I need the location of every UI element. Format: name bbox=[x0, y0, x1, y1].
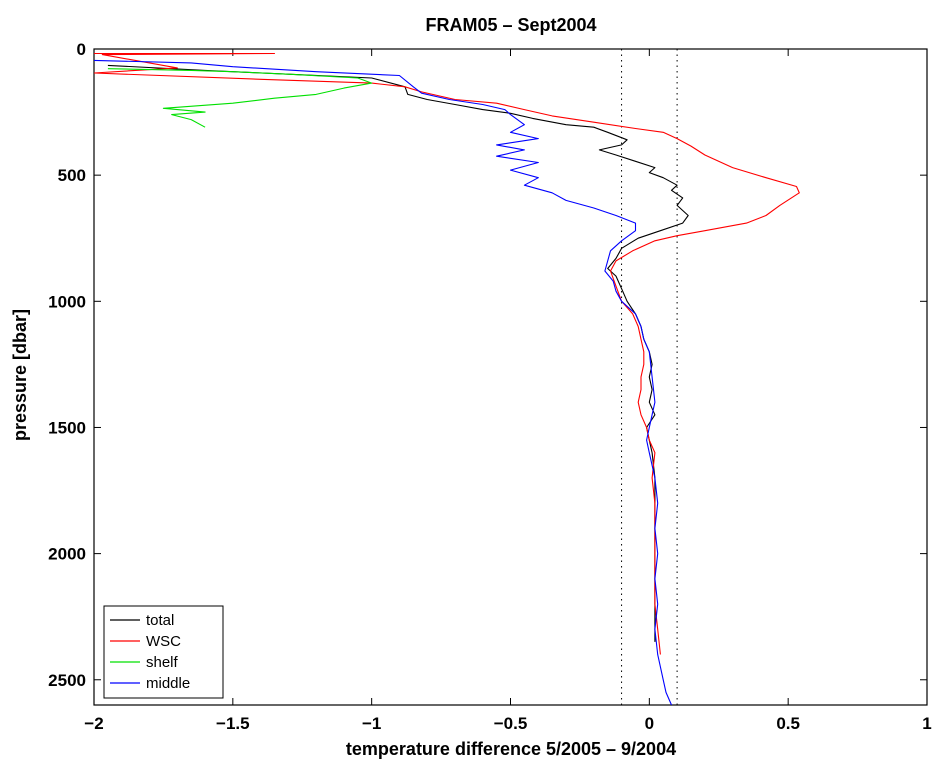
y-tick-label-0: 0 bbox=[77, 40, 86, 59]
x-tick-label-1: −1.5 bbox=[216, 714, 250, 733]
y-tick-label-2: 1000 bbox=[48, 292, 86, 311]
y-axis-title: pressure [dbar] bbox=[10, 309, 30, 441]
x-tick-label-0: −2 bbox=[84, 714, 103, 733]
series-line-total bbox=[107, 64, 689, 642]
x-tick-label-2: −1 bbox=[362, 714, 381, 733]
plot-area: −2 −1.5 −1 −0.5 0 0.5 1 0 500 1000 1500 2000 2500 bbox=[48, 40, 932, 733]
x-tick-label-4: 0 bbox=[645, 714, 654, 733]
chart-title: FRAM05 – Sept2004 bbox=[425, 15, 596, 35]
series-line-middle bbox=[94, 59, 673, 705]
legend-label-shelf: shelf bbox=[146, 654, 179, 671]
y-tick-label-5: 2500 bbox=[48, 671, 86, 690]
series-line-shelf bbox=[107, 68, 373, 128]
legend-label-middle: middle bbox=[146, 675, 190, 692]
series-group bbox=[94, 52, 800, 705]
x-axis-title: temperature difference 5/2005 – 9/2004 bbox=[346, 739, 676, 759]
y-tick-label-3: 1500 bbox=[48, 418, 86, 437]
x-tick-label-5: 0.5 bbox=[776, 714, 800, 733]
x-tick-label-6: 1 bbox=[922, 714, 931, 733]
legend-label-total: total bbox=[146, 612, 174, 629]
series-line-WSC bbox=[94, 52, 800, 655]
y-tick-label-4: 2000 bbox=[48, 545, 86, 564]
legend: total WSC shelf middle bbox=[103, 605, 224, 699]
y-tick-label-1: 500 bbox=[58, 166, 86, 185]
legend-label-WSC: WSC bbox=[146, 633, 181, 650]
x-tick-label-3: −0.5 bbox=[494, 714, 528, 733]
